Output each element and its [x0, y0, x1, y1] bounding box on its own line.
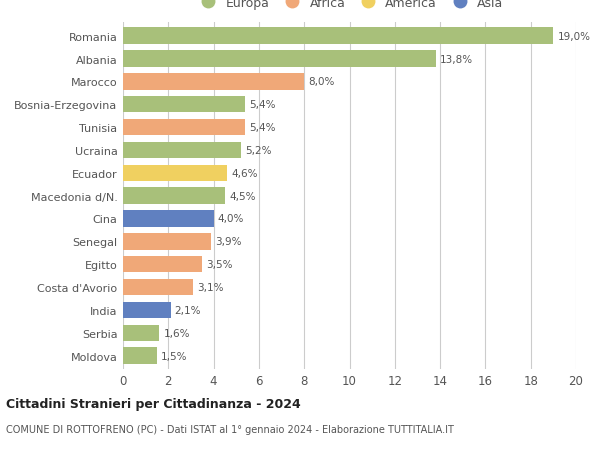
Bar [123, 279, 193, 296]
Bar [123, 142, 241, 159]
Text: 19,0%: 19,0% [557, 32, 590, 42]
Bar [123, 120, 245, 136]
Bar [123, 74, 304, 90]
Text: 3,9%: 3,9% [215, 237, 242, 247]
Text: 13,8%: 13,8% [440, 55, 473, 64]
Bar [123, 347, 157, 364]
Text: 4,5%: 4,5% [229, 191, 256, 201]
Bar [123, 234, 211, 250]
Text: 4,0%: 4,0% [218, 214, 244, 224]
Bar [123, 325, 159, 341]
Text: 2,1%: 2,1% [175, 305, 201, 315]
Text: 3,1%: 3,1% [197, 282, 224, 292]
Text: 5,4%: 5,4% [250, 123, 276, 133]
Bar [123, 28, 553, 45]
Bar [123, 165, 227, 182]
Text: 5,2%: 5,2% [245, 146, 271, 156]
Text: Cittadini Stranieri per Cittadinanza - 2024: Cittadini Stranieri per Cittadinanza - 2… [6, 397, 301, 410]
Text: 1,6%: 1,6% [163, 328, 190, 338]
Bar [123, 302, 170, 319]
Text: 4,6%: 4,6% [231, 168, 258, 179]
Bar [123, 97, 245, 113]
Bar [123, 51, 436, 67]
Bar [123, 211, 214, 227]
Text: 5,4%: 5,4% [250, 100, 276, 110]
Text: 3,5%: 3,5% [206, 260, 233, 269]
Text: COMUNE DI ROTTOFRENO (PC) - Dati ISTAT al 1° gennaio 2024 - Elaborazione TUTTITA: COMUNE DI ROTTOFRENO (PC) - Dati ISTAT a… [6, 425, 454, 435]
Text: 1,5%: 1,5% [161, 351, 188, 361]
Bar [123, 257, 202, 273]
Bar [123, 188, 225, 204]
Text: 8,0%: 8,0% [308, 77, 335, 87]
Legend: Europa, Africa, America, Asia: Europa, Africa, America, Asia [196, 0, 503, 10]
